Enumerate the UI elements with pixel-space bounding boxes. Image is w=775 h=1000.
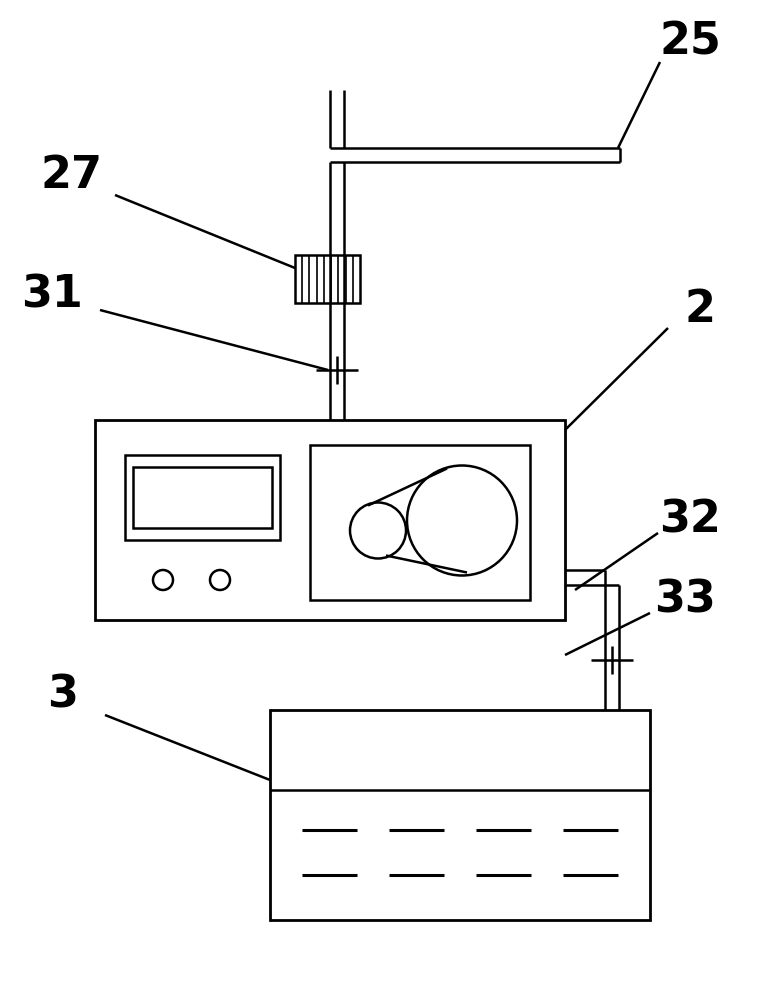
Bar — [295, 255, 360, 303]
Text: 25: 25 — [659, 20, 721, 64]
Bar — [133, 467, 272, 528]
Text: 31: 31 — [21, 273, 83, 316]
Bar — [95, 420, 565, 620]
Bar — [270, 710, 650, 920]
Text: 2: 2 — [684, 288, 715, 332]
Bar — [310, 445, 530, 600]
Text: 33: 33 — [654, 578, 716, 621]
Bar — [125, 455, 280, 540]
Text: 3: 3 — [46, 674, 78, 716]
Text: 27: 27 — [41, 153, 103, 196]
Text: 32: 32 — [659, 498, 721, 542]
